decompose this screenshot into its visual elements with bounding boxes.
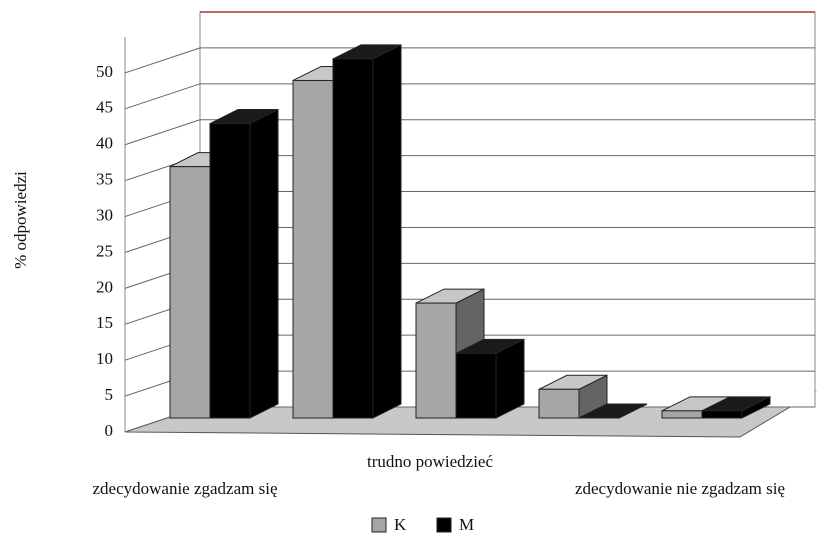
y-tick-label: 15 xyxy=(96,313,113,332)
legend-label: K xyxy=(394,515,407,534)
y-tick-label: 5 xyxy=(105,385,114,404)
y-tick-label: 35 xyxy=(96,170,113,189)
x-tick-label: zdecydowanie zgadzam się xyxy=(92,479,277,498)
bar-side xyxy=(372,44,402,419)
bar-front xyxy=(332,58,374,419)
y-tick-label: 45 xyxy=(96,98,113,117)
bar-front xyxy=(455,352,497,419)
bar-front xyxy=(661,410,703,419)
bar-side xyxy=(249,108,279,419)
bar xyxy=(332,44,402,419)
bar xyxy=(455,338,525,419)
x-tick-label: zdecydowanie nie zgadzam się xyxy=(575,479,785,498)
x-tick-label: trudno powiedzieć xyxy=(367,452,493,471)
y-tick-label: 20 xyxy=(96,277,113,296)
bar-front xyxy=(169,166,211,419)
bar xyxy=(578,403,648,419)
bar-front xyxy=(538,388,580,419)
y-tick-label: 0 xyxy=(105,421,114,440)
bar-front xyxy=(292,79,334,419)
y-tick-label: 25 xyxy=(96,241,113,260)
side-grid-line xyxy=(124,47,201,74)
y-tick-label: 50 xyxy=(96,62,113,81)
y-tick-label: 30 xyxy=(96,205,113,224)
bar-front xyxy=(701,410,743,419)
y-axis-label: % odpowiedzi xyxy=(11,171,30,269)
bar-front xyxy=(209,123,251,419)
side-grid-line xyxy=(124,83,201,110)
legend-swatch xyxy=(371,517,387,533)
bar xyxy=(209,108,279,419)
bar-front xyxy=(415,302,457,419)
legend-swatch xyxy=(436,517,452,533)
y-tick-label: 40 xyxy=(96,134,113,153)
side-grid-line xyxy=(124,119,201,146)
y-tick-label: 10 xyxy=(96,349,113,368)
bar xyxy=(701,396,771,419)
legend-label: M xyxy=(459,515,474,534)
bar-top xyxy=(578,403,648,419)
